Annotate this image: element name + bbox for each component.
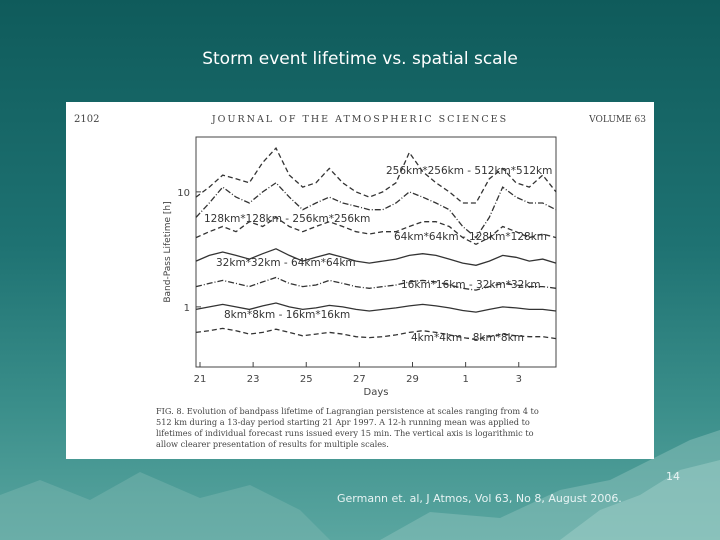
slide-title: Storm event lifetime vs. spatial scale bbox=[202, 49, 518, 69]
caption-line-3: lifetimes of individual forecast runs is… bbox=[156, 428, 534, 438]
x-tick-label: 25 bbox=[300, 374, 313, 385]
x-tick-label: 3 bbox=[516, 374, 522, 385]
axis-ticks: 21 23 25 27 29 1 3 1 10 bbox=[177, 188, 522, 385]
citation: Germann et. al, J Atmos, Vol 63, No 8, A… bbox=[337, 492, 622, 505]
series-label-1: 128km*128km - 256km*256km bbox=[204, 213, 370, 225]
journal-figure: 2102 JOURNAL OF THE ATMOSPHERIC SCIENCES… bbox=[66, 102, 654, 459]
y-tick-label: 1 bbox=[184, 303, 190, 314]
series-line-3 bbox=[195, 248, 557, 266]
series-line-5 bbox=[195, 302, 557, 313]
plot-frame bbox=[195, 136, 557, 368]
series-line-2 bbox=[195, 216, 557, 246]
series-label-6: 4km*4km - 8km*8km bbox=[411, 332, 524, 344]
x-tick-label: 1 bbox=[462, 374, 468, 385]
series-line-0 bbox=[195, 146, 557, 204]
series-label-2: 64km*64km - 128km*128km bbox=[394, 231, 547, 243]
y-tick-label: 10 bbox=[177, 188, 190, 199]
background-ice-decoration bbox=[0, 430, 720, 540]
caption-line-1: FIG. 8. Evolution of bandpass lifetime o… bbox=[156, 406, 539, 416]
series-line-6 bbox=[195, 327, 557, 341]
series-label-0: 256km*256km - 512km*512km bbox=[386, 165, 552, 177]
caption-line-2: 512 km during a 13-day period starting 2… bbox=[156, 417, 530, 427]
journal-page-number: 2102 bbox=[74, 114, 99, 125]
series-label-4: 16km*16km - 32km*32km bbox=[401, 279, 541, 291]
lifetime-chart: 2102 JOURNAL OF THE ATMOSPHERIC SCIENCES… bbox=[74, 114, 646, 449]
series-label-3: 32km*32km - 64km*64km bbox=[216, 257, 356, 269]
y-axis-label: Band-Pass Lifetime [h] bbox=[163, 201, 173, 302]
journal-name: JOURNAL OF THE ATMOSPHERIC SCIENCES bbox=[211, 114, 508, 125]
x-tick-label: 21 bbox=[194, 374, 207, 385]
x-axis-label: Days bbox=[364, 387, 389, 398]
caption-line-4: allow clearer presentation of results fo… bbox=[156, 439, 389, 449]
x-tick-label: 27 bbox=[353, 374, 366, 385]
x-tick-label: 29 bbox=[406, 374, 419, 385]
x-tick-label: 23 bbox=[247, 374, 260, 385]
series-label-5: 8km*8km - 16km*16km bbox=[224, 309, 350, 321]
series-line-4 bbox=[195, 276, 557, 291]
series-line-1 bbox=[195, 181, 557, 239]
page-number: 14 bbox=[666, 470, 680, 483]
series-labels: 256km*256km - 512km*512km 128km*128km - 2… bbox=[204, 165, 552, 344]
journal-volume: VOLUME 63 bbox=[588, 115, 646, 125]
series-lines bbox=[195, 146, 557, 341]
